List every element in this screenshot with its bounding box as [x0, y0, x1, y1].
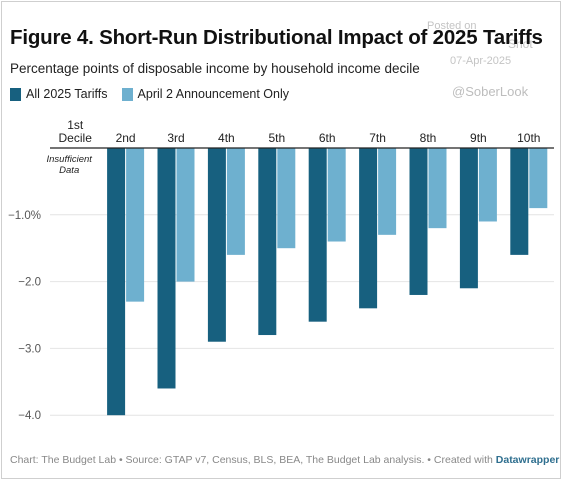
- bar: [126, 148, 145, 302]
- bar: [327, 148, 346, 242]
- bar: [529, 148, 548, 209]
- y-tick-label: −4.0: [18, 410, 41, 422]
- bar: [428, 148, 447, 229]
- x-tick-label: 10th: [517, 131, 540, 145]
- watermark-shot: Shot: [508, 37, 533, 51]
- bar: [510, 148, 529, 255]
- watermark-handle: @SoberLook: [452, 84, 529, 99]
- chart-title: Figure 4. Short-Run Distributional Impac…: [10, 26, 543, 49]
- footer-datawrapper-link[interactable]: Datawrapper: [495, 454, 560, 466]
- chart-footer: Chart: The Budget Lab • Source: GTAP v7,…: [10, 454, 559, 466]
- bar: [176, 148, 195, 282]
- bar: [308, 148, 327, 322]
- bar: [277, 148, 296, 249]
- x-tick-label: 9th: [470, 131, 487, 145]
- bar: [157, 148, 176, 389]
- x-tick-label: 5th: [268, 131, 285, 145]
- x-tick-label: 2nd: [116, 131, 136, 145]
- x-tick-label: 1st Decile: [59, 118, 93, 145]
- x-tick-label: 8th: [420, 131, 437, 145]
- bar: [359, 148, 378, 309]
- bar: [258, 148, 277, 336]
- y-tick-label: −1.0%: [8, 210, 41, 222]
- y-tick-label: −3.0: [18, 343, 41, 355]
- bar: [378, 148, 397, 235]
- x-tick-label: 6th: [319, 131, 336, 145]
- watermark-date: 07-Apr-2025: [450, 55, 512, 67]
- footer-source: Chart: The Budget Lab • Source: GTAP v7,…: [10, 454, 493, 466]
- legend-label-april2: April 2 Announcement Only: [137, 87, 290, 101]
- bar: [478, 148, 497, 222]
- y-tick-label: −2.0: [18, 277, 41, 289]
- x-tick-label: 3rd: [167, 131, 184, 145]
- legend-label-all-tariffs: All 2025 Tariffs: [26, 87, 108, 101]
- legend-item-april2: April 2 Announcement Only: [121, 87, 290, 101]
- bar: [459, 148, 478, 289]
- bar: [409, 148, 428, 295]
- chart-legend: All 2025 Tariffs April 2 Announcement On…: [10, 87, 303, 101]
- legend-swatch-april2: [121, 87, 133, 101]
- bar: [207, 148, 226, 342]
- watermark-posted-on: Posted on: [427, 20, 477, 32]
- bar: [226, 148, 245, 255]
- legend-swatch-all-tariffs: [10, 87, 21, 101]
- x-tick-label: 7th: [369, 131, 386, 145]
- chart-subtitle: Percentage points of disposable income b…: [10, 61, 420, 76]
- bar: [107, 148, 126, 416]
- legend-item-all-tariffs: All 2025 Tariffs: [10, 87, 108, 101]
- x-tick-label: 4th: [218, 131, 235, 145]
- insufficient-data-annotation: Insufficient Data: [46, 154, 92, 176]
